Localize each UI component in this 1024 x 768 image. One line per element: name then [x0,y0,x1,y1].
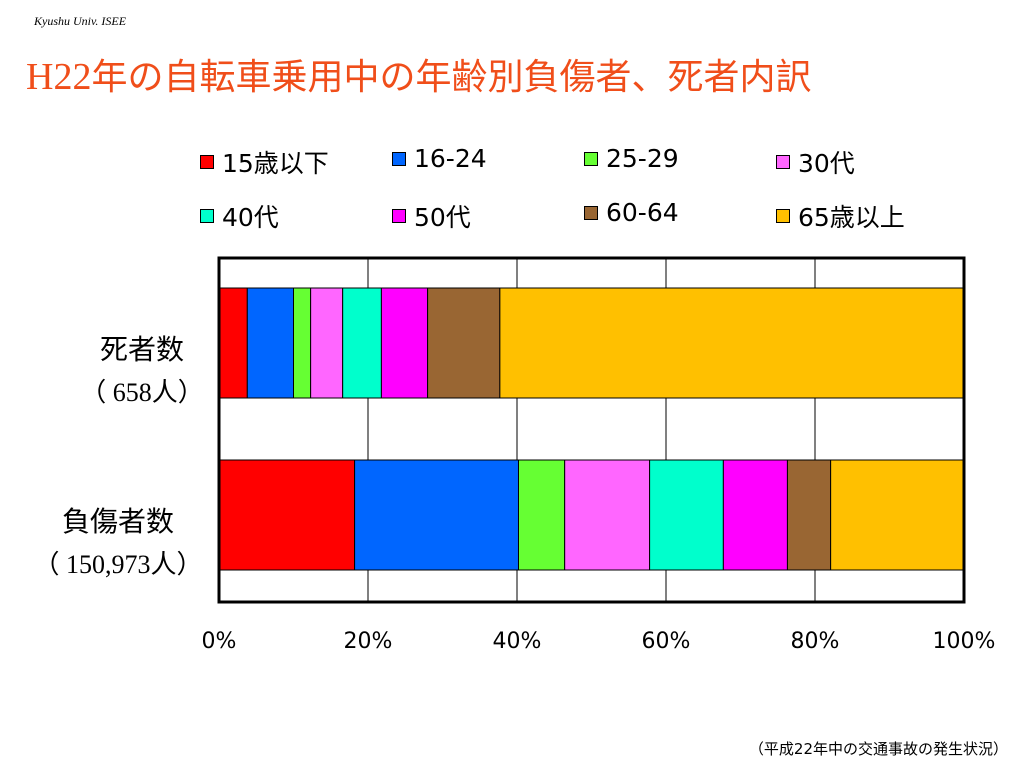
bar-segment [786,459,832,571]
x-tick-label: 80% [791,629,840,654]
bar-segment [310,287,344,399]
bar-segment [246,287,294,399]
legend-swatch [584,151,598,166]
footnote: （平成22年中の交通事故の発生状況） [748,740,1008,758]
row-label-injuries: 負傷者数 （ 150,973人） [18,500,218,581]
chart-legend: 15歳以下 16-24 25-29 30代 40代 50代 60-64 65歳以上 [200,140,1000,240]
legend-item: 65歳以上 [776,198,905,234]
legend-item: 40代 [200,198,279,234]
legend-label: 25-29 [606,144,679,173]
x-tick-label: 40% [493,629,542,654]
bar-segment [380,287,429,399]
title-prefix: H22 [26,56,92,98]
legend-label: 16-24 [414,144,487,173]
bar-segment [354,459,519,571]
legend-swatch [584,205,598,220]
bar-segment [342,287,382,399]
row-label-deaths: 死者数 （ 658人） [42,328,242,409]
legend-swatch [200,209,214,223]
legend-swatch [200,155,214,169]
legend-label: 60-64 [606,198,679,227]
bar-segment [499,287,965,399]
page-title: H22年の自転車乗用中の年齢別負傷者、死者内訳 [26,48,811,100]
x-tick-label: 0% [202,629,237,654]
legend-swatch [392,151,406,166]
x-tick-label: 100% [933,629,996,654]
legend-label: 15歳以下 [222,149,329,178]
title-rest: 年の自転車乗用中の年齢別負傷者、死者内訳 [91,57,812,98]
row-label-count: （ 658人） [80,378,204,407]
legend-label: 50代 [414,203,471,232]
plot-frame [217,256,966,604]
x-tick-label: 20% [344,629,393,654]
legend-label: 65歳以上 [798,203,905,232]
bar-segment [830,459,965,571]
legend-swatch [776,209,790,223]
legend-label: 30代 [798,149,855,178]
row-label-name: 死者数 [99,333,184,366]
bar-segment [564,459,651,571]
header-tag: Kyushu Univ. ISEE [34,14,127,28]
legend-label: 40代 [222,203,279,232]
bar-segment [427,287,501,399]
bar-segment [218,287,248,399]
row-label-name: 負傷者数 [61,505,174,538]
legend-item: 60-64 [584,198,679,227]
bar-segment [218,459,356,571]
bar-segment [722,459,788,571]
bar-segment [649,459,724,571]
x-tick-label: 60% [642,629,691,654]
bar-segment [517,459,566,571]
legend-item: 25-29 [584,144,679,173]
legend-swatch [392,209,406,223]
legend-item: 50代 [392,198,471,234]
row-label-count: （ 150,973人） [33,550,203,579]
bar-segment [293,287,312,399]
legend-swatch [776,155,790,169]
legend-item: 15歳以下 [200,144,329,180]
legend-item: 16-24 [392,144,487,173]
legend-item: 30代 [776,144,855,180]
